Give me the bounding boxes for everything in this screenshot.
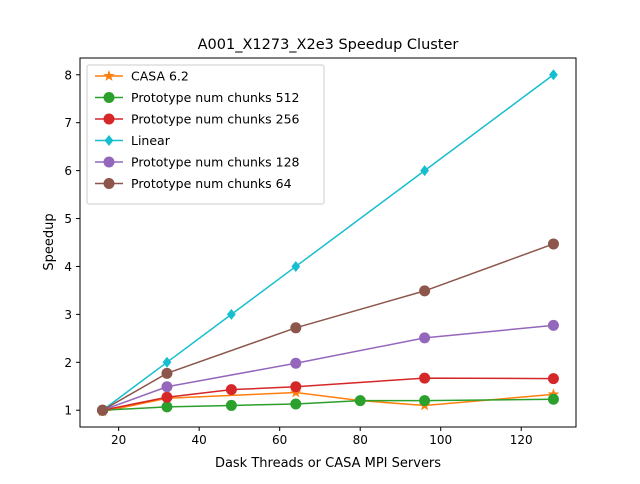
data-point-prototype-num-chunks-64 <box>290 322 302 334</box>
data-point-prototype-num-chunks-512 <box>225 399 237 411</box>
y-tick-label: 5 <box>64 212 72 226</box>
plot-area <box>96 69 560 417</box>
data-point-linear <box>291 260 301 272</box>
x-tick-label: 20 <box>111 433 126 447</box>
data-point-prototype-num-chunks-128 <box>161 381 173 393</box>
data-point-prototype-num-chunks-512 <box>547 393 559 405</box>
legend-marker-prototype-num-chunks-256 <box>103 113 115 125</box>
series-line-casa-6-2 <box>102 391 554 413</box>
legend: CASA 6.2 Prototype num chunks 512 Prototyp… <box>86 64 325 205</box>
legend-box <box>86 64 325 205</box>
data-point-prototype-num-chunks-128 <box>547 319 559 331</box>
series-line-linear <box>102 74 554 411</box>
x-axis-label: Dask Threads or CASA MPI Servers <box>215 456 441 471</box>
x-tick-label: 40 <box>192 433 207 447</box>
data-point-prototype-num-chunks-256 <box>547 373 559 385</box>
y-tick-label: 4 <box>64 260 72 274</box>
data-point-prototype-num-chunks-512 <box>161 401 173 413</box>
legend-label-prototype-num-chunks-128: Prototype num chunks 128 <box>131 155 300 170</box>
data-point-prototype-num-chunks-256 <box>290 381 302 393</box>
y-tick-label: 2 <box>64 356 72 370</box>
data-point-prototype-num-chunks-64 <box>419 285 431 297</box>
legend-marker-casa-6-2 <box>103 70 115 81</box>
x-tick-label: 80 <box>353 433 368 447</box>
y-axis: 1 2 3 4 5 6 7 8 <box>64 68 80 418</box>
x-axis: 20 40 60 80 100 120 <box>111 427 533 447</box>
y-tick-label: 3 <box>64 308 72 322</box>
axes-frame <box>79 57 577 428</box>
x-tick-label: 100 <box>429 433 452 447</box>
data-point-linear <box>420 165 430 177</box>
data-point-prototype-num-chunks-512 <box>419 395 431 407</box>
data-point-prototype-num-chunks-256 <box>419 372 431 384</box>
y-tick-label: 8 <box>64 68 72 82</box>
data-point-prototype-num-chunks-64 <box>547 238 559 250</box>
legend-marker-prototype-num-chunks-512 <box>103 92 115 103</box>
data-point-linear <box>226 308 236 320</box>
x-tick-label: 60 <box>272 433 287 447</box>
data-point-prototype-num-chunks-128 <box>419 332 431 344</box>
y-tick-label: 1 <box>64 404 72 418</box>
data-point-prototype-num-chunks-128 <box>290 357 302 369</box>
data-point-linear <box>549 69 558 81</box>
series-prototype-num-chunks-64 <box>97 238 559 416</box>
data-point-linear <box>162 356 172 368</box>
y-tick-label: 6 <box>64 164 72 178</box>
y-tick-label: 7 <box>64 116 72 130</box>
legend-label-prototype-num-chunks-512: Prototype num chunks 512 <box>131 90 300 105</box>
data-point-prototype-num-chunks-64 <box>161 367 173 379</box>
chart-title: A001_X1273_X2e3 Speedup Cluster <box>198 37 459 53</box>
y-axis-label: Speedup <box>42 213 57 270</box>
data-point-prototype-num-chunks-256 <box>225 384 237 396</box>
series-line-prototype-num-chunks-256 <box>102 377 554 411</box>
legend-label-linear: Linear <box>131 133 171 148</box>
legend-label-casa-6-2: CASA 6.2 <box>131 69 189 84</box>
data-point-prototype-num-chunks-256 <box>161 391 173 403</box>
legend-marker-prototype-num-chunks-128 <box>103 156 115 168</box>
legend-label-prototype-num-chunks-256: Prototype num chunks 256 <box>131 112 300 127</box>
data-point-prototype-num-chunks-64 <box>97 404 109 416</box>
legend-marker-linear <box>104 135 114 146</box>
data-point-prototype-num-chunks-512 <box>354 395 366 407</box>
data-point-prototype-num-chunks-512 <box>290 398 302 410</box>
legend-marker-prototype-num-chunks-64 <box>103 178 115 189</box>
legend-label-prototype-num-chunks-64: Prototype num chunks 64 <box>131 176 292 191</box>
x-tick-label: 120 <box>510 433 533 447</box>
